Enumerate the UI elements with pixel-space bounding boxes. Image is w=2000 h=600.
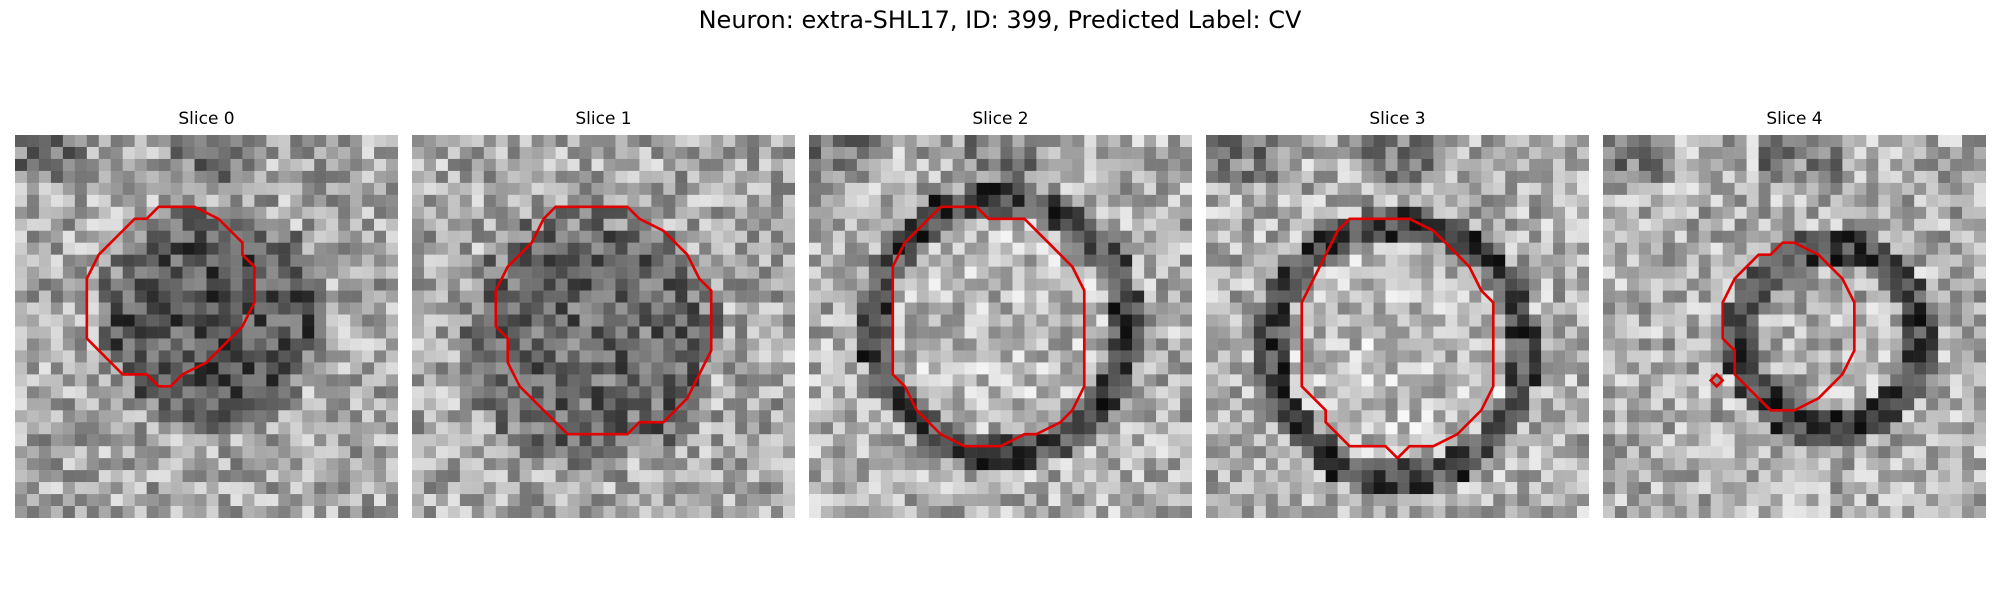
segmentation-contour — [85, 205, 256, 388]
slice-title: Slice 2 — [972, 109, 1029, 129]
slice-panel-0: Slice 0 — [15, 107, 398, 518]
segmentation-contour — [494, 205, 713, 436]
slice-image — [809, 135, 1192, 518]
slice-title: Slice 1 — [575, 109, 632, 129]
slice-image — [15, 135, 398, 518]
slice-panel-4: Slice 4 — [1603, 107, 1986, 518]
slice-title: Slice 3 — [1369, 109, 1426, 129]
slice-panel-2: Slice 2 — [809, 107, 1192, 518]
slice-image — [1206, 135, 1589, 518]
slice-image — [412, 135, 795, 518]
slice-panel-1: Slice 1 — [412, 107, 795, 518]
slice-image — [1603, 135, 1986, 518]
slice-title: Slice 0 — [178, 109, 235, 129]
segmentation-marker — [1708, 372, 1725, 389]
segmentation-contour — [891, 205, 1086, 448]
slice-panel-3: Slice 3 — [1206, 107, 1589, 518]
figure-title: Neuron: extra-SHL17, ID: 399, Predicted … — [698, 6, 1302, 34]
segmentation-contour — [1721, 241, 1856, 412]
segmentation-contour — [1300, 217, 1495, 461]
slice-title: Slice 4 — [1766, 109, 1823, 129]
